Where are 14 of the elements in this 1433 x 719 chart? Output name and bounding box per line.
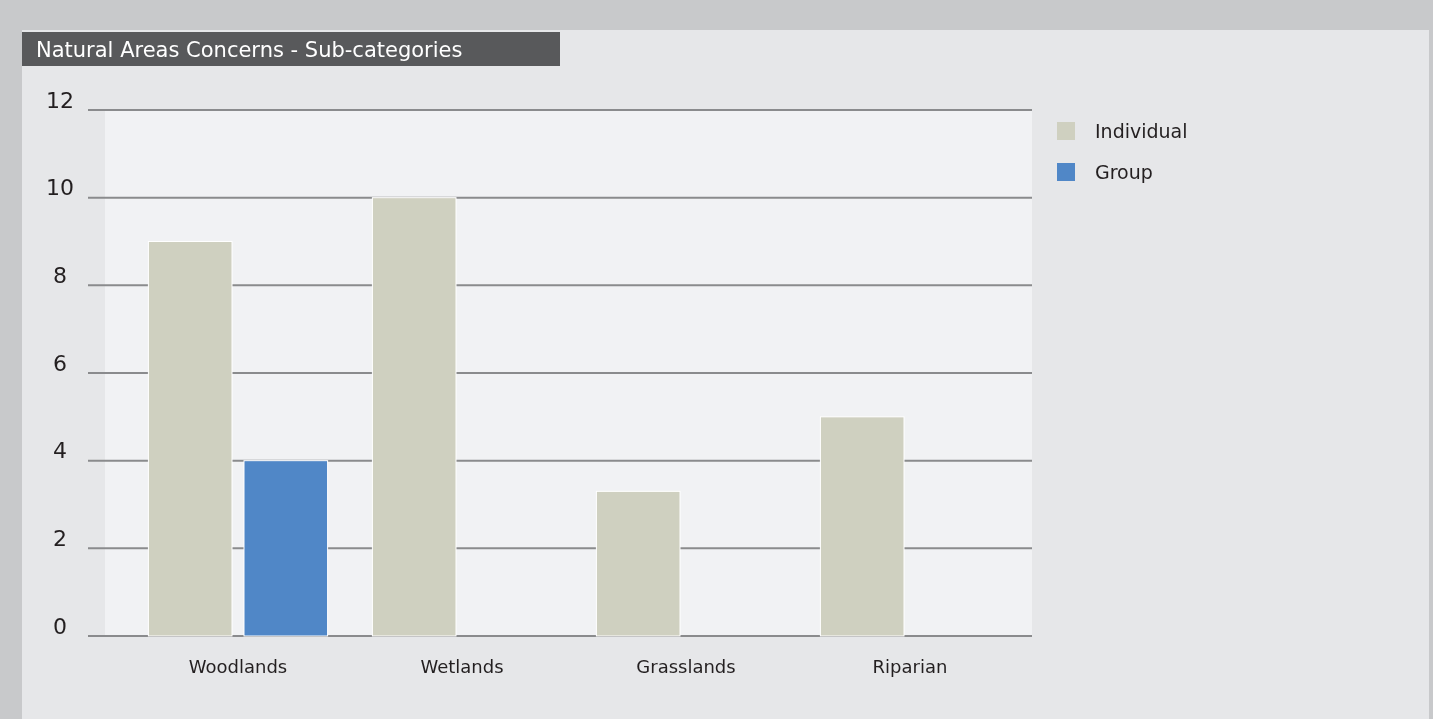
y-tick-label: 2 — [53, 526, 67, 552]
legend-label: Individual — [1095, 120, 1188, 142]
y-tick-label: 0 — [53, 613, 67, 639]
legend-label: Group — [1095, 161, 1153, 183]
y-tick-label: 6 — [53, 350, 67, 376]
x-tick-label: Riparian — [872, 656, 948, 677]
y-tick-label: 4 — [53, 438, 67, 464]
x-tick-label: Wetlands — [420, 656, 504, 677]
y-tick-label: 8 — [53, 263, 67, 289]
y-tick-label: 12 — [46, 87, 74, 113]
x-tick-label: Grasslands — [636, 656, 736, 677]
x-tick-label: Woodlands — [188, 656, 288, 677]
chart-title: Natural Areas Concerns - Sub-categories — [36, 38, 463, 62]
y-tick-label: 10 — [46, 175, 74, 201]
